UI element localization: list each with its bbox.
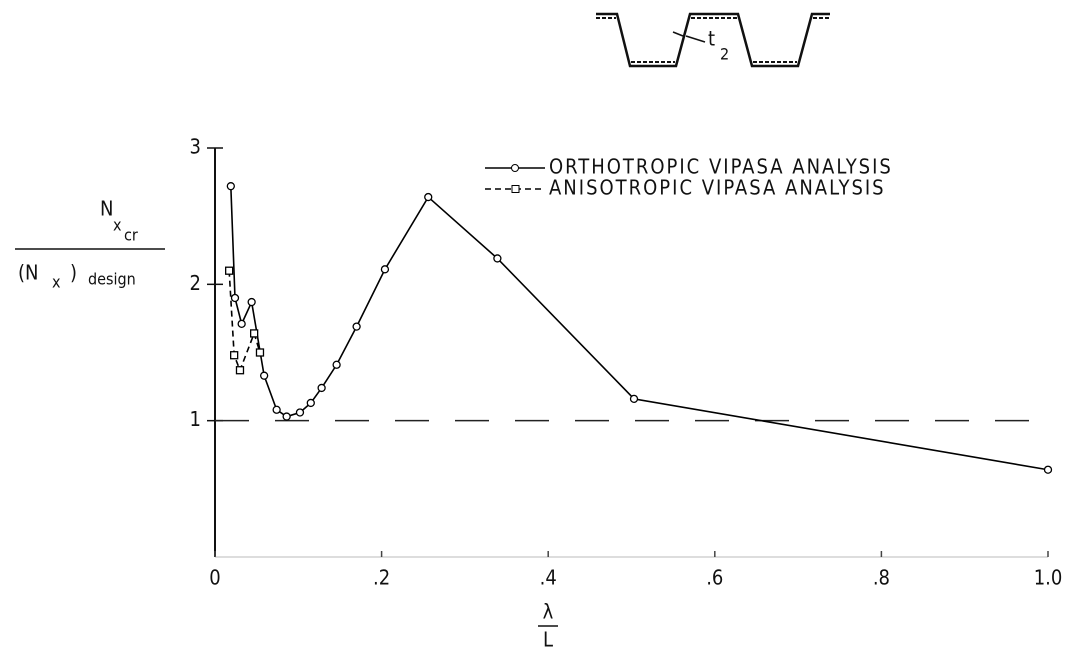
marker (237, 319, 246, 329)
marker (1043, 465, 1053, 474)
marker (424, 192, 433, 202)
marker (259, 371, 269, 380)
y-label: cr (124, 226, 138, 245)
x-label: λ (543, 600, 554, 624)
marker (282, 412, 291, 421)
marker (250, 329, 259, 338)
x-tick-label: .2 (373, 566, 390, 590)
marker (226, 182, 235, 191)
marker (230, 293, 240, 303)
marker (272, 405, 281, 414)
marker (493, 254, 502, 263)
legend-marker (511, 185, 520, 193)
y-tick-label: 3 (190, 135, 201, 159)
marker (380, 265, 390, 274)
x-label: L (543, 628, 553, 652)
marker (230, 351, 239, 360)
legend-label: ORTHOTROPIC VIPASA ANALYSIS (549, 155, 893, 179)
x-tick-label: .4 (540, 566, 557, 590)
x-tick-label: .6 (706, 566, 723, 590)
legend-label: ANISOTROPIC VIPASA ANALYSIS (549, 176, 886, 200)
marker (317, 383, 326, 393)
marker (255, 348, 265, 357)
x-tick-label: 1.0 (1034, 566, 1063, 590)
thickness-arrow (685, 35, 706, 43)
y-label: x (52, 273, 61, 292)
marker (225, 266, 234, 275)
corrugation (596, 12, 830, 68)
marker (235, 366, 245, 375)
y-tick-label: 1 (190, 407, 201, 431)
y-label: (N (18, 261, 38, 285)
marker (332, 360, 341, 369)
inset-label: t (708, 27, 715, 51)
legend-marker (511, 164, 519, 172)
marker (352, 322, 361, 331)
y-tick-label: 2 (190, 271, 201, 295)
marker (306, 398, 315, 408)
marker (295, 408, 305, 417)
thickness-arrow (672, 31, 684, 37)
corrugation-layer (596, 17, 829, 63)
y-label: ) (70, 261, 77, 285)
marker (629, 394, 639, 404)
y-label: x (113, 216, 122, 235)
y-label: N (100, 197, 113, 221)
y-label: design (88, 270, 136, 289)
x-tick-label: .8 (873, 566, 890, 590)
x-tick-label: 0 (209, 566, 220, 590)
inset-diagram (596, 12, 830, 68)
marker (247, 297, 256, 307)
inset-label-sub: 2 (720, 45, 729, 64)
